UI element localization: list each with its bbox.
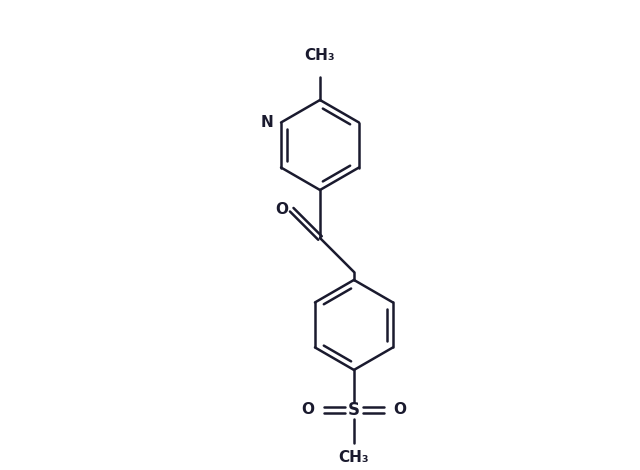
Text: O: O <box>301 402 314 417</box>
Text: S: S <box>348 401 360 419</box>
Text: N: N <box>260 115 273 130</box>
Text: CH₃: CH₃ <box>339 450 369 465</box>
Text: O: O <box>275 202 288 217</box>
Text: O: O <box>394 402 406 417</box>
Text: CH₃: CH₃ <box>305 48 335 63</box>
